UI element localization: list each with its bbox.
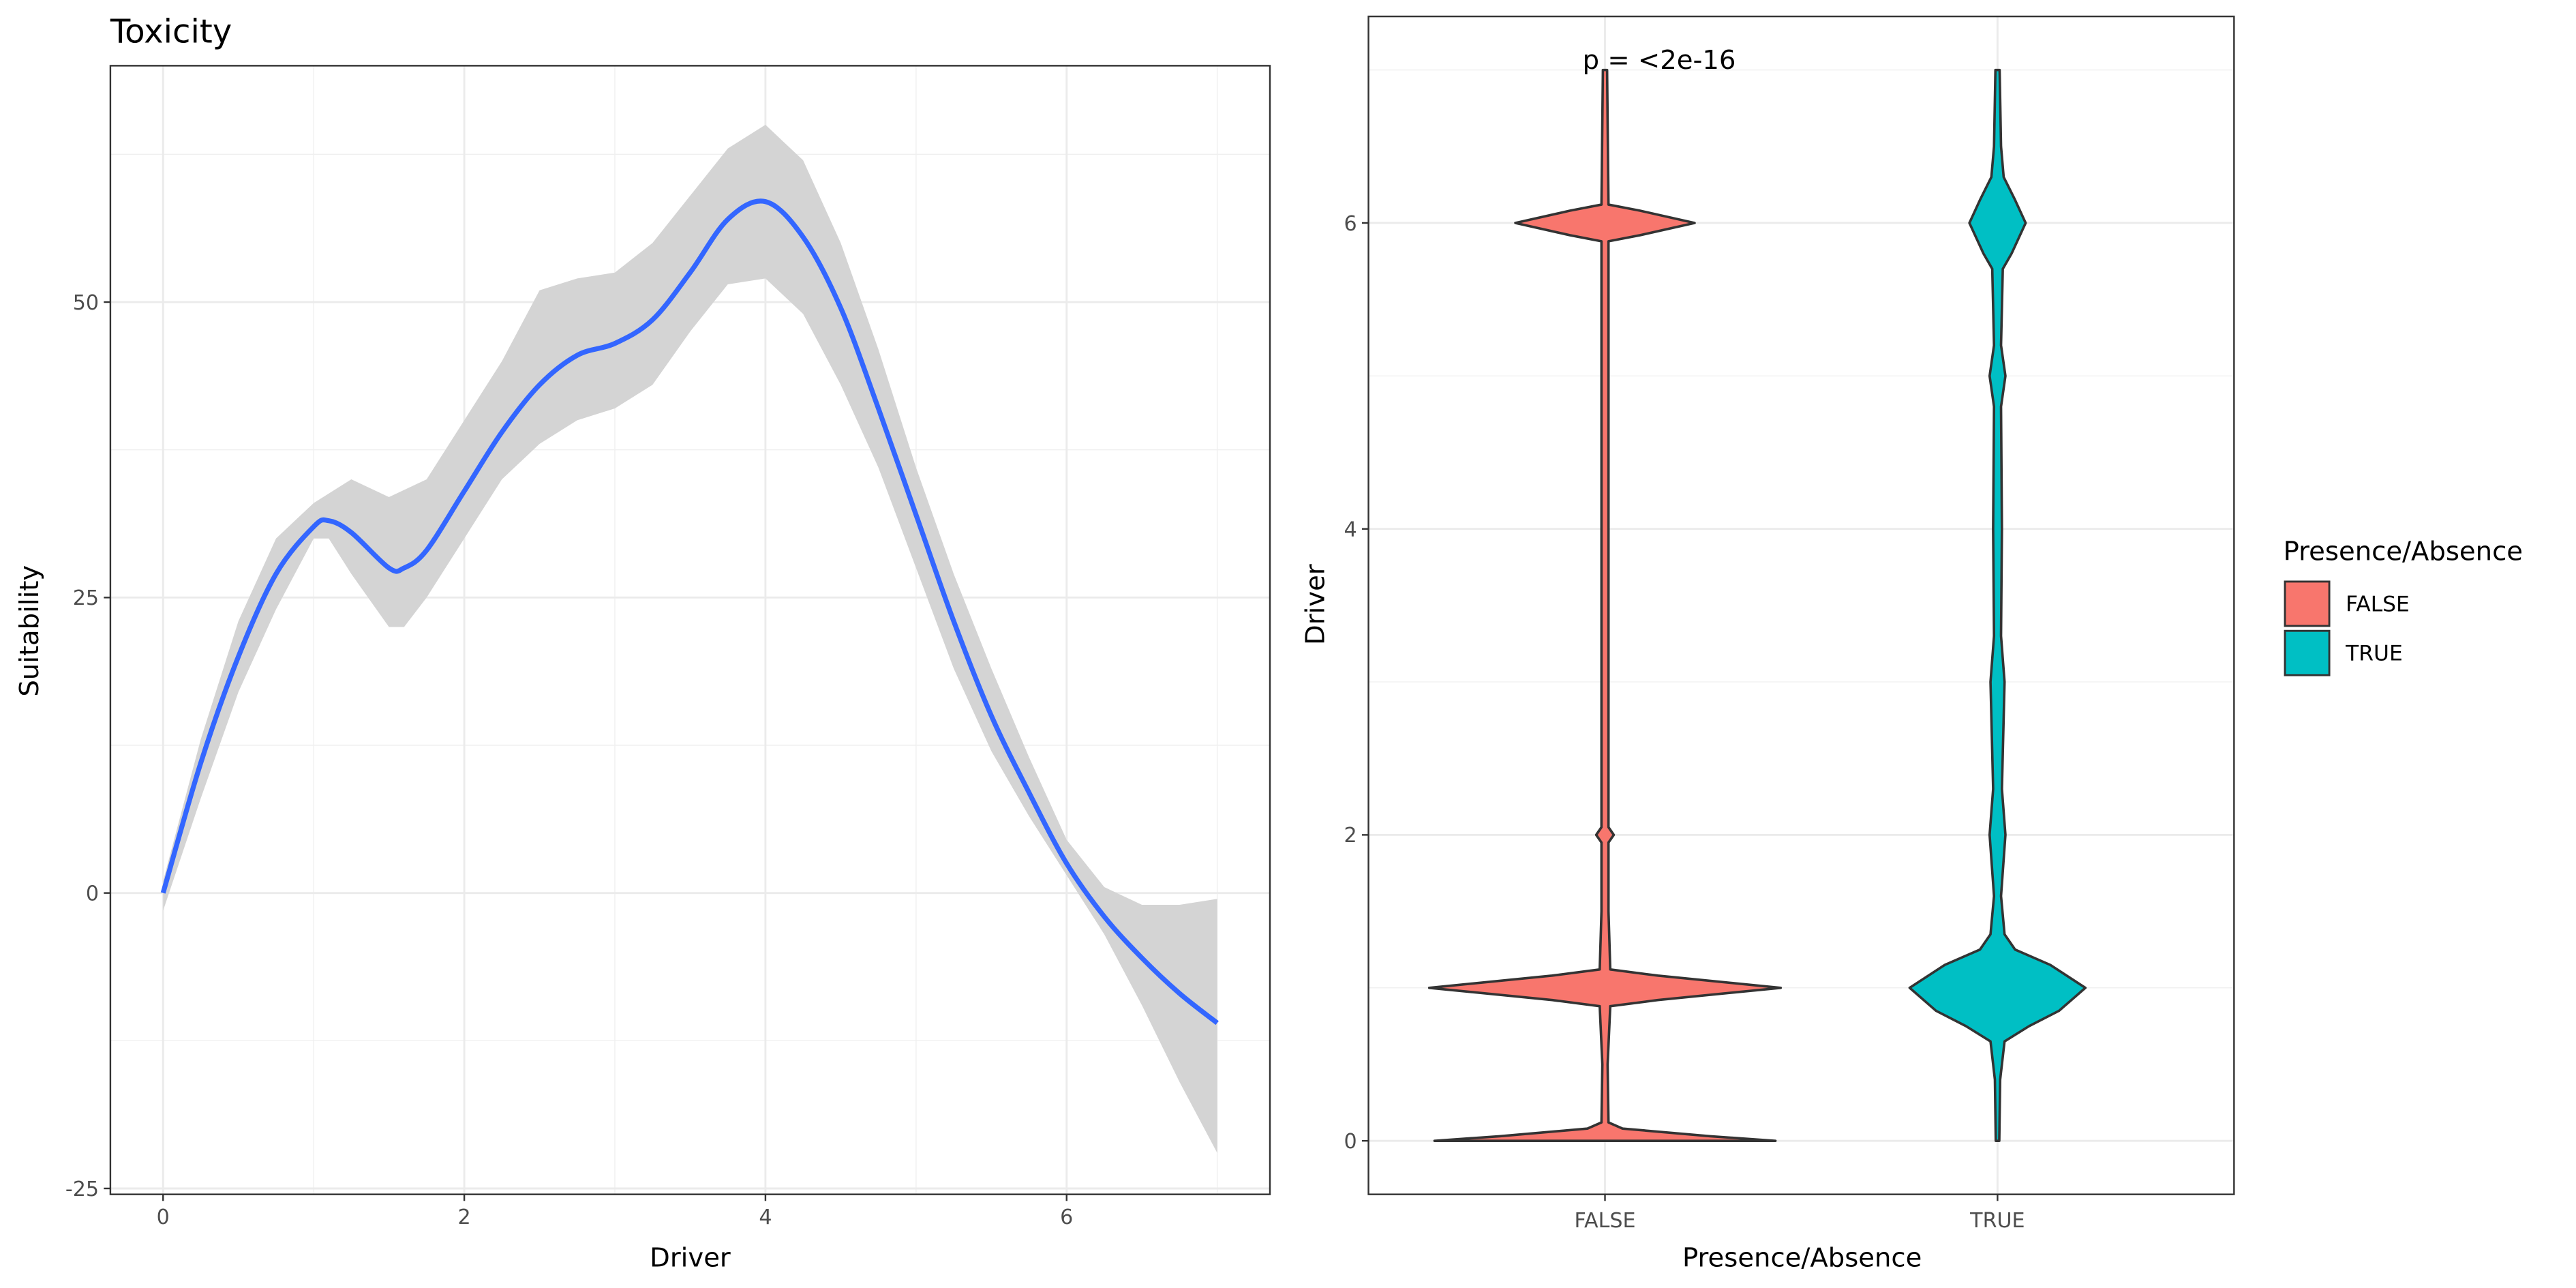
x-tick-label: 4 [759, 1205, 772, 1229]
left-chart-title: Toxicity [110, 13, 232, 51]
p-value-annotation: p = <2e-16 [1583, 45, 1736, 76]
right-y-axis-title: Driver [1301, 564, 1331, 645]
legend-key-true [2284, 629, 2331, 676]
y-tick-label: 6 [1344, 212, 1357, 236]
y-tick-label: 25 [73, 586, 99, 610]
violin-plot: FALSE TRUE 0 2 4 6 [1344, 15, 2235, 1233]
smooth-plot: 0 2 4 6 -25 0 25 50 [65, 65, 1271, 1229]
y-tick-label: 0 [86, 882, 99, 906]
x-tick-label: TRUE [1969, 1209, 2025, 1233]
confidence-ribbon [163, 125, 1217, 1153]
y-tick-label: 4 [1344, 518, 1357, 542]
legend: Presence/Absence FALSE TRUE [2284, 537, 2523, 676]
y-tick-label: -25 [65, 1178, 99, 1201]
left-x-axis-title: Driver [650, 1243, 731, 1274]
panel-border [109, 65, 1271, 1195]
right-x-axis-title: Presence/Absence [1682, 1243, 1922, 1274]
plot-background [1368, 16, 2234, 1195]
left-y-axis-title: Suitability [14, 565, 45, 697]
legend-key-false [2284, 580, 2331, 627]
y-tick-label: 0 [1344, 1130, 1357, 1154]
x-tick-label: 0 [157, 1205, 170, 1229]
legend-title: Presence/Absence [2284, 537, 2523, 567]
legend-label-false: FALSE [2346, 592, 2410, 616]
y-tick-label: 2 [1344, 824, 1357, 848]
violin-false [1427, 68, 1783, 1142]
smooth-fit-line [160, 198, 1219, 1025]
x-tick-label: 6 [1060, 1205, 1073, 1229]
x-tick-label: 2 [458, 1205, 471, 1229]
y-tick-label: 50 [73, 291, 99, 315]
x-tick-label: FALSE [1574, 1209, 1635, 1233]
violin-true [1908, 68, 2087, 1142]
legend-label-true: TRUE [2345, 642, 2403, 666]
panel-border [1367, 15, 2235, 1195]
